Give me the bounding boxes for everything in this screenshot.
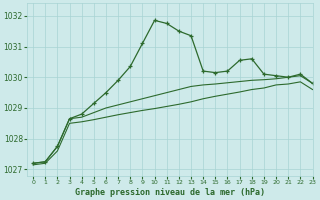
X-axis label: Graphe pression niveau de la mer (hPa): Graphe pression niveau de la mer (hPa) xyxy=(75,188,265,197)
